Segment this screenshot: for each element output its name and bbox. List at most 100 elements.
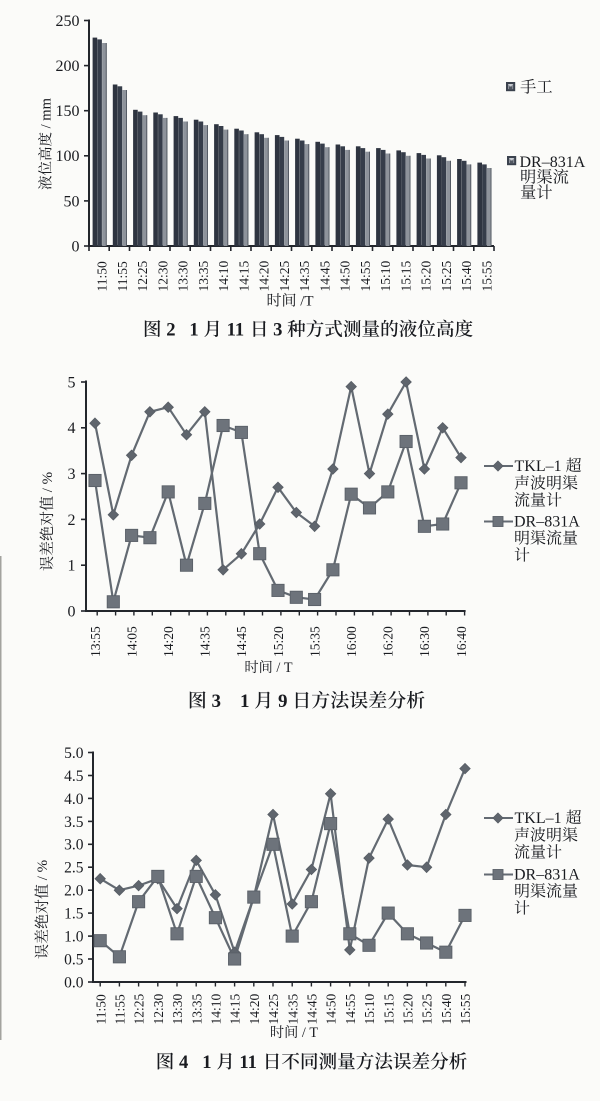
svg-text:11: 11	[239, 1052, 257, 1073]
svg-text:15:10: 15:10	[362, 993, 377, 1024]
svg-text:16:40: 16:40	[454, 626, 469, 657]
svg-text:DR–831A: DR–831A	[514, 867, 580, 884]
svg-text:12:30: 12:30	[151, 993, 166, 1024]
svg-text:14:15: 14:15	[236, 260, 251, 291]
svg-text:%: %	[40, 472, 56, 485]
svg-text:14:45: 14:45	[317, 260, 332, 291]
svg-text:14:55: 14:55	[343, 993, 358, 1024]
svg-text:3.5: 3.5	[64, 814, 84, 831]
svg-text:14:45: 14:45	[234, 626, 249, 657]
svg-text:2: 2	[166, 320, 175, 341]
svg-text:14:35: 14:35	[198, 626, 213, 657]
svg-text:11:55: 11:55	[115, 261, 130, 291]
svg-text:13:35: 13:35	[189, 993, 204, 1024]
svg-text:14:20: 14:20	[257, 260, 272, 291]
svg-text:0: 0	[72, 238, 80, 255]
svg-text:15:20: 15:20	[419, 260, 434, 291]
svg-text:T: T	[309, 1025, 318, 1041]
svg-text:0: 0	[68, 603, 76, 620]
svg-text:5.0: 5.0	[64, 745, 84, 762]
svg-text:14:20: 14:20	[247, 993, 262, 1024]
svg-text:2.5: 2.5	[64, 860, 84, 877]
svg-text:13:35: 13:35	[196, 260, 211, 291]
svg-text:14:45: 14:45	[305, 993, 320, 1024]
svg-text:12:25: 12:25	[135, 260, 150, 291]
svg-text:3: 3	[212, 691, 222, 712]
svg-text:3: 3	[273, 320, 282, 341]
svg-text:15:40: 15:40	[439, 993, 454, 1024]
svg-text:14:50: 14:50	[338, 260, 353, 291]
svg-text:DR–831A: DR–831A	[514, 514, 580, 531]
svg-text:14:35: 14:35	[297, 260, 312, 291]
svg-text:15:10: 15:10	[378, 260, 393, 291]
svg-text:14:25: 14:25	[277, 260, 292, 291]
svg-text:15:35: 15:35	[307, 626, 322, 657]
svg-text:50: 50	[64, 193, 80, 210]
svg-text:14:20: 14:20	[161, 626, 176, 657]
svg-text:13:30: 13:30	[176, 260, 191, 291]
svg-text:14:25: 14:25	[266, 993, 281, 1024]
svg-text:14:35: 14:35	[285, 993, 300, 1024]
svg-text:15:55: 15:55	[458, 993, 473, 1024]
svg-text:16:00: 16:00	[344, 626, 359, 657]
svg-text:1: 1	[240, 691, 250, 712]
svg-text:4: 4	[68, 420, 76, 437]
svg-text:DR–831A: DR–831A	[520, 154, 586, 171]
svg-text:1: 1	[189, 320, 198, 341]
svg-text:200: 200	[56, 58, 80, 75]
svg-text:1: 1	[202, 1052, 211, 1073]
svg-text:12:25: 12:25	[132, 993, 147, 1024]
svg-text:11:50: 11:50	[95, 261, 110, 291]
svg-text:15:25: 15:25	[420, 993, 435, 1024]
svg-text:1: 1	[68, 558, 76, 575]
svg-text:14:05: 14:05	[124, 626, 139, 657]
svg-text:0.0: 0.0	[64, 974, 84, 991]
svg-text:2: 2	[68, 512, 76, 529]
svg-text:/: /	[302, 1025, 306, 1041]
svg-text:15:15: 15:15	[381, 993, 396, 1024]
svg-text:15:20: 15:20	[271, 626, 286, 657]
svg-text:12:30: 12:30	[155, 260, 170, 291]
svg-text:0.5: 0.5	[64, 951, 84, 968]
svg-text:15:15: 15:15	[398, 260, 413, 291]
svg-text:13:55: 13:55	[88, 626, 103, 657]
svg-text:1.5: 1.5	[64, 906, 84, 923]
svg-text:4: 4	[179, 1052, 188, 1073]
svg-text:14:10: 14:10	[216, 260, 231, 291]
svg-text:/: /	[40, 487, 56, 492]
svg-text:13:30: 13:30	[170, 993, 185, 1024]
svg-text:9: 9	[278, 691, 288, 712]
svg-text:4.5: 4.5	[64, 768, 84, 785]
svg-text:14:15: 14:15	[228, 993, 243, 1024]
svg-text:150: 150	[56, 103, 80, 120]
svg-text:T: T	[284, 660, 293, 676]
svg-text:14:50: 14:50	[324, 993, 339, 1024]
svg-text:4.0: 4.0	[64, 791, 84, 808]
svg-text:3.0: 3.0	[64, 837, 84, 854]
svg-text:11:55: 11:55	[113, 994, 128, 1024]
svg-text:15:40: 15:40	[459, 260, 474, 291]
svg-text:1.0: 1.0	[64, 929, 84, 946]
svg-text:TKL–1: TKL–1	[515, 458, 562, 475]
svg-text:%: %	[35, 860, 51, 873]
svg-text:16:30: 16:30	[417, 626, 432, 657]
svg-text:TKL–1: TKL–1	[515, 810, 562, 827]
svg-text:15:55: 15:55	[479, 260, 494, 291]
svg-text:11: 11	[227, 320, 245, 341]
svg-text:5: 5	[68, 374, 76, 391]
svg-text:/T: /T	[300, 294, 313, 310]
svg-text:14:55: 14:55	[358, 260, 373, 291]
svg-text:250: 250	[56, 13, 80, 30]
svg-text:15:20: 15:20	[401, 993, 416, 1024]
svg-text:16:20: 16:20	[381, 626, 396, 657]
svg-text:/: /	[276, 660, 280, 676]
svg-text:2.0: 2.0	[64, 883, 84, 900]
svg-text:15:25: 15:25	[439, 260, 454, 291]
svg-text:/: /	[38, 123, 54, 128]
svg-text:100: 100	[56, 148, 80, 165]
svg-text:11:50: 11:50	[93, 994, 108, 1024]
svg-text:3: 3	[68, 466, 76, 483]
svg-text:mm: mm	[38, 97, 54, 120]
svg-text:14:10: 14:10	[209, 993, 224, 1024]
svg-text:/: /	[35, 875, 51, 880]
